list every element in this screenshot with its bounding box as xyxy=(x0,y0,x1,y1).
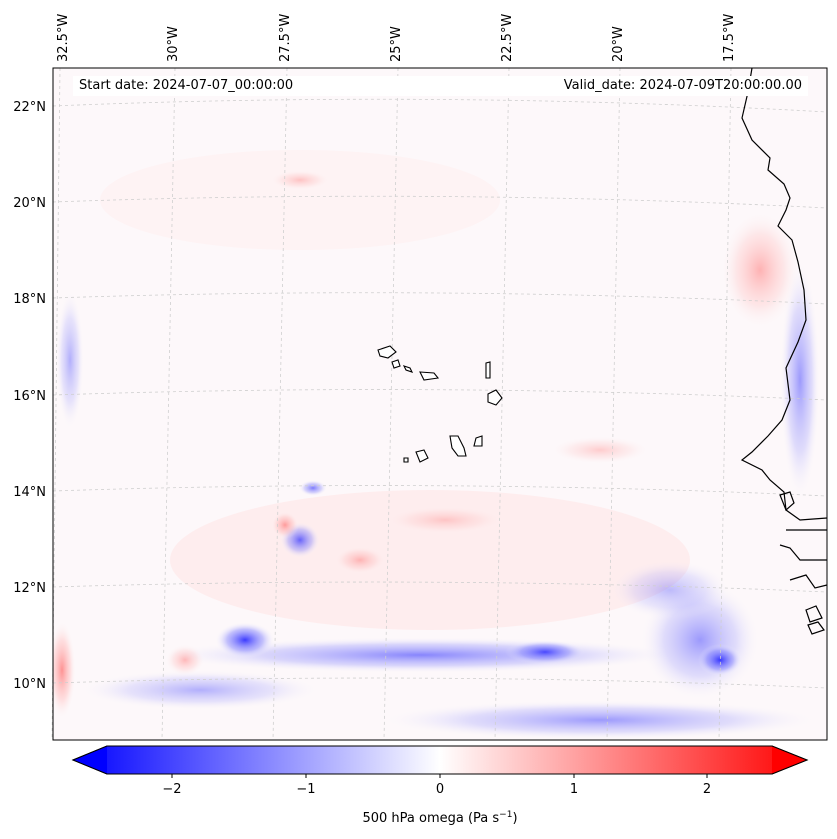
colorbar-tick-label: −2 xyxy=(162,782,181,797)
colorbar-extend-max xyxy=(772,746,807,774)
colorbar-ticks xyxy=(171,774,708,778)
lat-label: 22°N xyxy=(13,100,46,115)
lon-label: 25°W xyxy=(389,26,404,62)
colorbar-tick-label: 0 xyxy=(436,782,444,797)
lon-label: 32.5°W xyxy=(56,14,71,62)
valid-date: Valid_date: 2024-07-09T20:00:00.00 xyxy=(563,78,802,93)
lat-label: 20°N xyxy=(13,196,46,211)
lon-label: 30°W xyxy=(166,26,181,62)
colorbar-tick-label: 1 xyxy=(570,782,578,797)
lat-label: 16°N xyxy=(13,389,46,404)
colorbar-tick-label: 2 xyxy=(703,782,711,797)
lon-label: 22.5°W xyxy=(500,14,515,62)
coastline xyxy=(740,67,828,635)
start-date: Start date: 2024-07-07_00:00:00 xyxy=(79,78,294,93)
colorbar-bar xyxy=(71,745,809,775)
lon-label: 27.5°W xyxy=(278,14,293,62)
lon-label: 20°W xyxy=(611,26,626,62)
cape-verde-islands xyxy=(377,345,503,463)
lon-label: 17.5°W xyxy=(722,14,737,62)
omega-field xyxy=(53,68,827,740)
lon-labels: 32.5°W 30°W 27.5°W 25°W 22.5°W 20°W 17.5… xyxy=(56,14,737,62)
colorbar-extend-min xyxy=(73,746,107,774)
lat-label: 12°N xyxy=(13,581,46,596)
colorbar: −2 −1 0 1 2 500 hPa omega (Pa s−1) xyxy=(71,745,809,826)
lat-label: 14°N xyxy=(13,485,46,500)
map-frame xyxy=(52,67,828,741)
colorbar-tick-label: −1 xyxy=(296,782,315,797)
lat-label: 10°N xyxy=(13,677,46,692)
lat-labels: 22°N 20°N 18°N 16°N 14°N 12°N 10°N xyxy=(13,100,46,692)
dates-banner: Start date: 2024-07-07_00:00:00 Valid_da… xyxy=(73,76,808,96)
lat-label: 18°N xyxy=(13,292,46,307)
colorbar-label: 500 hPa omega (Pa s−1) xyxy=(362,810,517,826)
